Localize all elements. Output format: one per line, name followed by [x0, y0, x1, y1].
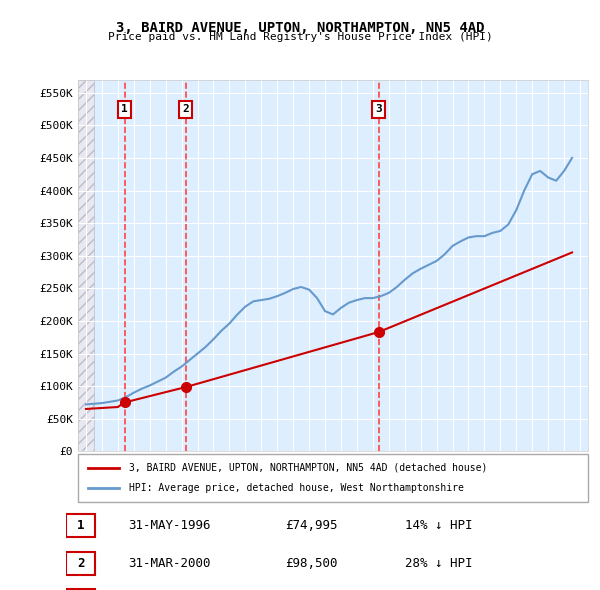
Text: 28% ↓ HPI: 28% ↓ HPI: [406, 557, 473, 570]
Text: 1: 1: [77, 519, 85, 532]
Bar: [78, 80, 94, 451]
Text: Price paid vs. HM Land Registry's House Price Index (HPI): Price paid vs. HM Land Registry's House …: [107, 32, 493, 42]
Text: 31-MAR-2000: 31-MAR-2000: [128, 557, 211, 570]
Bar: [78, 80, 94, 451]
Text: 2: 2: [77, 557, 85, 570]
Text: 3, BAIRD AVENUE, UPTON, NORTHAMPTON, NN5 4AD (detached house): 3, BAIRD AVENUE, UPTON, NORTHAMPTON, NN5…: [129, 463, 487, 473]
Text: 14% ↓ HPI: 14% ↓ HPI: [406, 519, 473, 532]
Text: HPI: Average price, detached house, West Northamptonshire: HPI: Average price, detached house, West…: [129, 483, 464, 493]
Text: 2: 2: [182, 104, 189, 114]
Text: £74,995: £74,995: [285, 519, 338, 532]
Text: 3, BAIRD AVENUE, UPTON, NORTHAMPTON, NN5 4AD: 3, BAIRD AVENUE, UPTON, NORTHAMPTON, NN5…: [116, 21, 484, 35]
Text: £98,500: £98,500: [285, 557, 338, 570]
FancyBboxPatch shape: [66, 514, 95, 537]
FancyBboxPatch shape: [66, 552, 95, 575]
Text: 3: 3: [376, 104, 382, 114]
FancyBboxPatch shape: [66, 589, 95, 590]
Text: 1: 1: [121, 104, 128, 114]
FancyBboxPatch shape: [78, 454, 588, 502]
Text: 31-MAY-1996: 31-MAY-1996: [128, 519, 211, 532]
